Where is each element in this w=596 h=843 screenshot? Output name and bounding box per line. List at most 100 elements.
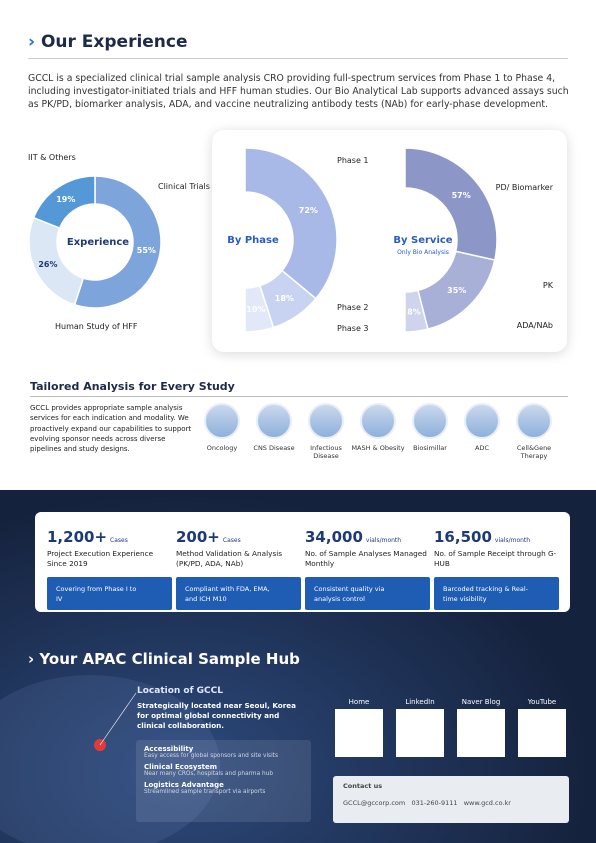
pie-slice bbox=[32, 175, 96, 229]
link[interactable]: Naver Blog bbox=[457, 698, 505, 757]
stat-head: 200+ Cases bbox=[176, 527, 301, 546]
features: Accessibility Easy access for global spon… bbox=[136, 740, 311, 822]
stat-number: 1,200+ bbox=[47, 528, 108, 546]
phone: 031-260-9111 bbox=[411, 799, 458, 807]
link-label: Home bbox=[348, 698, 370, 706]
stat: 1,200+ Cases Project Execution Experience … bbox=[47, 527, 172, 610]
title: Our Experience bbox=[40, 32, 188, 52]
hub-title: › Your APAC Clinical Sample Hub bbox=[28, 650, 300, 668]
feature-text: Near many CROs, hospitals and pharma hub bbox=[144, 771, 274, 777]
item-label: Infectious Disease bbox=[310, 444, 342, 460]
analysis-item: Oncology bbox=[195, 403, 249, 452]
link-label: LinkedIn bbox=[405, 698, 435, 706]
stat-box: Covering from Phase I to IV bbox=[47, 577, 172, 610]
stat: 200+ Cases Method Validation & Analysis (P… bbox=[176, 527, 301, 610]
stat-unit: Cases bbox=[110, 537, 128, 544]
qr-code bbox=[518, 709, 566, 757]
rule bbox=[28, 58, 568, 59]
category-label: Phase 2 bbox=[337, 303, 369, 312]
pie-slice bbox=[244, 147, 338, 300]
stat-head: 1,200+ Cases bbox=[47, 527, 172, 546]
stat-head: 16,500 vials/month bbox=[434, 527, 559, 546]
chart-title: Experience bbox=[67, 237, 129, 248]
category-label: Phase 3 bbox=[337, 324, 369, 333]
icon bbox=[516, 403, 552, 439]
qr-code bbox=[396, 709, 444, 757]
chart-subtitle: Only Bio Analysis bbox=[397, 249, 449, 256]
category-label: IIT & Others bbox=[28, 153, 76, 162]
item-label: CNS Disease bbox=[253, 444, 295, 452]
stat-number: 16,500 bbox=[434, 528, 492, 546]
link[interactable]: YouTube bbox=[518, 698, 566, 757]
pie-slice bbox=[244, 284, 275, 333]
value-label: 72% bbox=[299, 206, 318, 215]
stat-title: No. of Sample Receipt through G-HUB bbox=[434, 549, 557, 568]
stat-box: Consistent quality via analysis control bbox=[305, 577, 430, 610]
link[interactable]: Home bbox=[335, 698, 383, 757]
stat-unit: vials/month bbox=[494, 537, 531, 544]
stat-title: No. of Sample Analyses Managed Monthly bbox=[305, 549, 427, 568]
stat: 16,500 vials/month No. of Sample Receipt t… bbox=[434, 527, 559, 610]
link-label: Naver Blog bbox=[461, 698, 501, 706]
chart-title: By Service bbox=[393, 235, 452, 246]
stat-number: 200+ bbox=[176, 528, 220, 546]
chart-title: By Phase bbox=[227, 235, 279, 246]
item-label: MASH & Obesity bbox=[351, 444, 405, 452]
icon bbox=[204, 403, 240, 439]
item-label: Oncology bbox=[206, 444, 238, 452]
analysis-item: Biosimillar bbox=[403, 403, 457, 452]
value-label: 19% bbox=[56, 195, 75, 204]
feature-title: Accessibility bbox=[144, 745, 194, 753]
stat-unit: Cases bbox=[222, 537, 241, 544]
item-label: Cell&Gene Therapy bbox=[516, 444, 552, 460]
category-label: Human Study of HFF bbox=[55, 322, 138, 331]
qr-code bbox=[335, 709, 383, 757]
stat: 34,000 vials/month No. of Sample Analyses … bbox=[305, 527, 430, 610]
category-label: PK bbox=[543, 281, 554, 290]
analysis-item: Cell&Gene Therapy bbox=[507, 403, 561, 460]
website[interactable]: www.gcd.co.kr bbox=[463, 799, 511, 807]
value-label: 10% bbox=[246, 305, 265, 314]
value-label: 8% bbox=[407, 307, 421, 316]
value-label: 18% bbox=[275, 294, 294, 303]
icon bbox=[360, 403, 396, 439]
globe bbox=[0, 675, 220, 843]
value-label: 55% bbox=[137, 246, 156, 255]
category-label: PD/ Biomarker bbox=[496, 183, 554, 192]
stat-title: Method Validation & Analysis (PK/PD, ADA… bbox=[176, 549, 283, 568]
category-label: Clinical Trials bbox=[158, 182, 210, 191]
item-label: ADC bbox=[475, 444, 489, 452]
qr-code bbox=[457, 709, 505, 757]
stat-head: 34,000 vials/month bbox=[305, 527, 430, 546]
email[interactable]: GCCL@gccorp.com bbox=[343, 799, 406, 807]
feature-text: Easy access for global sponsors and site… bbox=[144, 753, 278, 759]
analysis-item: ADC bbox=[455, 403, 509, 452]
analysis-item: MASH & Obesity bbox=[351, 403, 405, 452]
link[interactable]: LinkedIn bbox=[396, 698, 444, 757]
feature-text: Streamlined sample transport via airport… bbox=[144, 789, 266, 795]
pie-slice bbox=[404, 289, 429, 333]
icon bbox=[412, 403, 448, 439]
value-label: 35% bbox=[447, 286, 466, 295]
stat-number: 34,000 bbox=[305, 528, 363, 546]
stat-box: Barcoded tracking & Real-time visibility bbox=[434, 577, 559, 610]
stat-box: Compliant with FDA, EMA, and ICH M10 bbox=[176, 577, 301, 610]
category-label: ADA/NAb bbox=[517, 321, 553, 330]
analysis-item: CNS Disease bbox=[247, 403, 301, 452]
value-label: 26% bbox=[38, 260, 57, 269]
value-label: 57% bbox=[452, 191, 471, 200]
feature-title: Clinical Ecosystem bbox=[144, 763, 218, 771]
contact-label: Contact us bbox=[343, 782, 383, 790]
location-title: Location of GCCL bbox=[137, 686, 224, 696]
item-label: Biosimillar bbox=[413, 444, 447, 452]
pie-slice bbox=[73, 175, 162, 309]
feature-title: Logistics Advantage bbox=[144, 781, 224, 789]
pie-slice bbox=[404, 147, 498, 261]
icon bbox=[464, 403, 500, 439]
rule bbox=[30, 396, 568, 397]
stat-title: Project Execution Experience Since 2019 bbox=[47, 549, 154, 568]
category-label: Phase 1 bbox=[337, 156, 369, 165]
header: › Our Experience bbox=[28, 32, 188, 52]
charts: 55% Clinical Trials 26% Human Study of HFF 1… bbox=[28, 147, 554, 333]
